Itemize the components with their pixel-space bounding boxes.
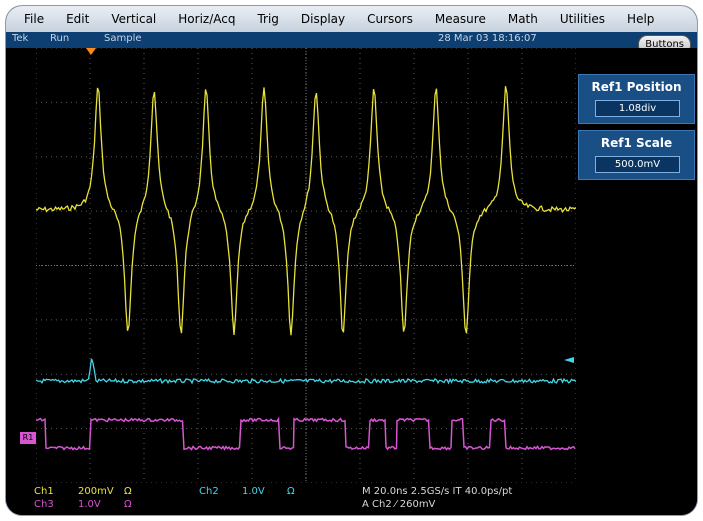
datetime: 28 Mar 03 18:16:07 — [438, 33, 537, 44]
ref1-scale-title: Ref1 Scale — [600, 136, 673, 150]
trigger-readout[interactable]: A Ch2 ⁄ 260mV — [362, 499, 436, 510]
waveform-display: 1 2 — [36, 48, 576, 483]
ref1-scale-panel[interactable]: Ref1 Scale 500.0mV — [578, 130, 695, 180]
ref1-position-panel[interactable]: Ref1 Position 1.08div — [578, 74, 695, 124]
menu-help[interactable]: Help — [627, 12, 655, 26]
ch3-label[interactable]: Ch3 — [34, 499, 54, 510]
ch1-label[interactable]: Ch1 — [34, 486, 54, 497]
brand-label: Tek — [12, 33, 29, 44]
trigger-level-icon[interactable] — [564, 357, 574, 363]
menu-math[interactable]: Math — [507, 12, 538, 26]
menu-trig[interactable]: Trig — [257, 12, 279, 26]
trigger-position-icon[interactable] — [86, 48, 96, 55]
status-bar: Tek Run Sample 28 Mar 03 18:16:07 — [6, 32, 697, 48]
acq-mode: Sample — [104, 33, 142, 44]
menu-horiz-acq[interactable]: Horiz/Acq — [178, 12, 236, 26]
graticule-grid — [36, 48, 576, 483]
ch1-waveform — [36, 86, 576, 336]
ch3-impedance: Ω — [124, 499, 132, 510]
ref1-position-title: Ref1 Position — [591, 80, 682, 94]
ch3-scale[interactable]: 1.0V — [78, 499, 101, 510]
side-menu: Ref1 Position 1.08div Ref1 Scale 500.0mV — [576, 48, 697, 515]
menu-edit[interactable]: Edit — [66, 12, 90, 26]
timebase-readout[interactable]: M 20.0ns 2.5GS/s IT 40.0ps/pt — [362, 486, 513, 497]
readout-bar: Ch1 200mV Ω Ch2 1.0V Ω Ch3 1.0V Ω M 20.0… — [6, 483, 697, 515]
ch2-waveform — [36, 358, 576, 385]
run-state: Run — [50, 33, 70, 44]
ch2-scale[interactable]: 1.0V — [242, 486, 265, 497]
menu-utilities[interactable]: Utilities — [559, 12, 606, 26]
ch2-impedance: Ω — [287, 486, 295, 497]
ref1-scale-value[interactable]: 500.0mV — [595, 156, 680, 173]
menu-display[interactable]: Display — [300, 12, 346, 26]
ref1-marker[interactable]: R1 — [20, 432, 36, 444]
ref1-waveform — [36, 416, 576, 451]
menu-file[interactable]: File — [24, 12, 45, 26]
ch1-scale[interactable]: 200mV — [78, 486, 114, 497]
menu-vertical[interactable]: Vertical — [111, 12, 157, 26]
ref1-position-value[interactable]: 1.08div — [595, 100, 680, 117]
menu-cursors[interactable]: Cursors — [367, 12, 413, 26]
ch2-label[interactable]: Ch2 — [199, 486, 219, 497]
oscilloscope-window: File Edit Vertical Horiz/Acq Trig Displa… — [6, 6, 697, 515]
menu-bar: File Edit Vertical Horiz/Acq Trig Displa… — [6, 6, 697, 32]
menu-measure[interactable]: Measure — [434, 12, 486, 26]
ch1-impedance: Ω — [124, 486, 132, 497]
